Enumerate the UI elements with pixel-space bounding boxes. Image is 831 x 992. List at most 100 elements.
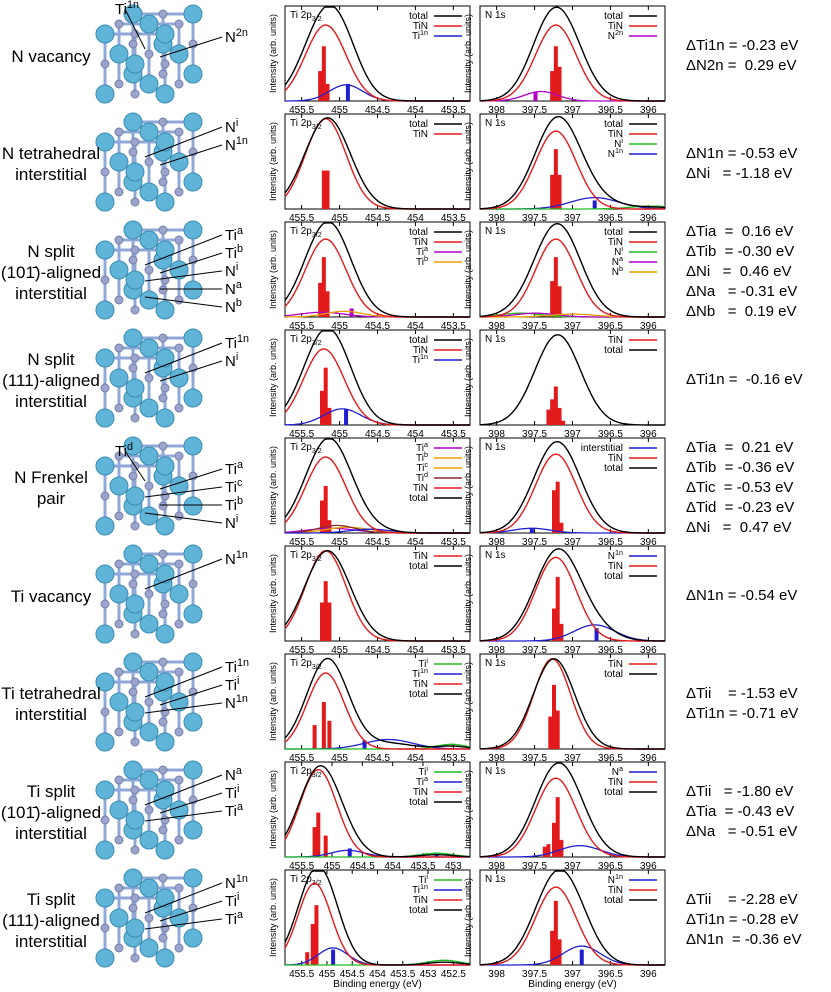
panel-title: N 1s <box>485 874 506 885</box>
shift-value: ΔTii = -2.28 eV <box>686 891 798 908</box>
tick-label: 396 <box>640 645 657 656</box>
y-axis-label: Intensity (arb. units) <box>463 338 473 417</box>
tick-label: 396.5 <box>598 537 623 548</box>
shift-value: ΔNa = -0.51 eV <box>686 823 798 840</box>
tick-label: 454.5 <box>350 861 375 872</box>
legend-entry: TiN <box>608 129 623 140</box>
shift-value: ΔN1n = -0.54 eV <box>686 587 798 604</box>
legend-entry: total <box>409 797 428 808</box>
row-label-line: Ti tetrahedral <box>1 684 101 703</box>
tick-label: 397 <box>564 321 581 332</box>
crystal-structure-1: Ti1n N2n <box>95 0 248 104</box>
y-axis-label: Intensity (arb. units) <box>268 770 278 849</box>
row-label-7: Ti tetrahedral interstitial <box>0 683 102 725</box>
atom-label: N2n <box>225 27 248 46</box>
tick-label: 454 <box>407 753 424 764</box>
legend-entry: N1n <box>608 146 623 160</box>
tick-label: 398 <box>488 753 505 764</box>
legend-entry: TiN <box>608 561 623 572</box>
row-label-line: interstitial <box>15 391 87 411</box>
tick-label: 455 <box>331 645 348 656</box>
tick-label: 452.5 <box>441 969 466 980</box>
x-axis-label-ti: Binding energy (eV) <box>333 979 421 990</box>
tick-label: 454.5 <box>340 969 365 980</box>
legend-entry: TiN <box>608 237 623 248</box>
legend-entry: TiN <box>608 885 623 896</box>
tick-label: 455 <box>331 321 348 332</box>
legend-entry: TiN <box>608 659 623 670</box>
tick-label: 453.5 <box>441 537 466 548</box>
tick-label: 398 <box>488 429 505 440</box>
legend-entry: total <box>604 787 623 798</box>
legend-entry: TiN <box>608 21 623 32</box>
atom-label: Ti1n <box>225 333 249 352</box>
legend-entry: total <box>409 335 428 346</box>
y-axis-label: Intensity (arb. units) <box>463 770 473 849</box>
legend-entry: Tii <box>418 872 428 886</box>
y-axis-label: Intensity (arb. units) <box>268 446 278 525</box>
tick-label: 453.5 <box>441 753 466 764</box>
tick-label: 454.5 <box>365 645 390 656</box>
legend-entry: total <box>409 905 428 916</box>
tick-label: 397.5 <box>522 645 547 656</box>
shift-block-5: ΔTia = 0.21 eV ΔTib = -0.36 eV ΔTic = -0.5… <box>686 438 794 538</box>
atom-label: Nb <box>225 297 242 316</box>
legend-entry: total <box>604 669 623 680</box>
legend-entry: N1n <box>608 548 623 562</box>
tick-label: 454.5 <box>365 105 390 116</box>
atom-label: Tia <box>225 225 243 244</box>
shift-value: ΔNi = -1.18 eV <box>686 165 793 182</box>
shift-value: ΔN2n = 0.29 eV <box>686 57 797 74</box>
tick-label: 454 <box>407 321 424 332</box>
row-label-line: N tetrahedral <box>1 144 101 163</box>
tick-label: 455.5 <box>289 429 314 440</box>
tick-label: 396.5 <box>598 321 623 332</box>
tick-label: 396 <box>640 213 657 224</box>
legend-entry: total <box>409 493 428 504</box>
row-label-line: interstitial <box>15 823 87 843</box>
y-axis-label: Intensity (arb. units) <box>463 14 473 93</box>
row-label-3: N split (101̄)-aligned interstitial <box>0 241 102 304</box>
atom-label: Ni <box>225 117 238 136</box>
tick-label: 396.5 <box>598 429 623 440</box>
tick-label: 454 <box>407 105 424 116</box>
legend-entry: interstitial <box>581 443 623 454</box>
legend-entry: Ti1n <box>412 28 428 42</box>
legend-entry: total <box>409 689 428 700</box>
shift-value: ΔN1n = -0.53 eV <box>686 145 798 162</box>
tick-label: 453.5 <box>410 861 435 872</box>
legend-entry: Tib <box>416 450 428 464</box>
legend-entry: TiN <box>608 453 623 464</box>
tick-label: 454.5 <box>365 213 390 224</box>
y-axis-label: Intensity (arb. units) <box>268 338 278 417</box>
tick-label: 397.5 <box>522 969 547 980</box>
row-label-line: Ti split <box>26 889 76 909</box>
atom-label: Ni <box>225 351 238 370</box>
tick-label: 453 <box>420 969 437 980</box>
ti-panel-7: 455.5 455 454.5 454 453.5 Ti 2p3/2 TiiTi1nTiNt… <box>268 653 471 764</box>
atom-label: Ni <box>225 261 238 280</box>
atom-label: Tib <box>225 243 243 262</box>
ti-panel-6: 455.5 455 454.5 454 453.5Ti 2p3/2 TiNtotalInt… <box>268 545 471 656</box>
legend-entry: Tia <box>416 774 428 788</box>
tick-label: 455 <box>331 213 348 224</box>
atom-label: Ni <box>225 513 238 532</box>
row-label-line: (111)-aligned <box>2 910 100 930</box>
ti-panel-4: 455.5 455 454.5 454 453.5 Ti 2p3/2 totalTiNTi1… <box>268 329 471 440</box>
tick-label: 397.5 <box>522 861 547 872</box>
legend-entry: TiN <box>413 895 428 906</box>
row-label-1: N vacancy <box>0 46 102 67</box>
panel-title: N 1s <box>485 766 506 777</box>
shift-block-4: ΔTi1n = -0.16 eV <box>686 370 803 390</box>
tick-label: 455 <box>331 105 348 116</box>
shift-block-6: ΔN1n = -0.54 eV <box>686 586 797 606</box>
shift-value: ΔNb = 0.19 eV <box>686 303 797 320</box>
legend-entry: total <box>604 345 623 356</box>
legend-entry: Ni <box>614 136 623 150</box>
